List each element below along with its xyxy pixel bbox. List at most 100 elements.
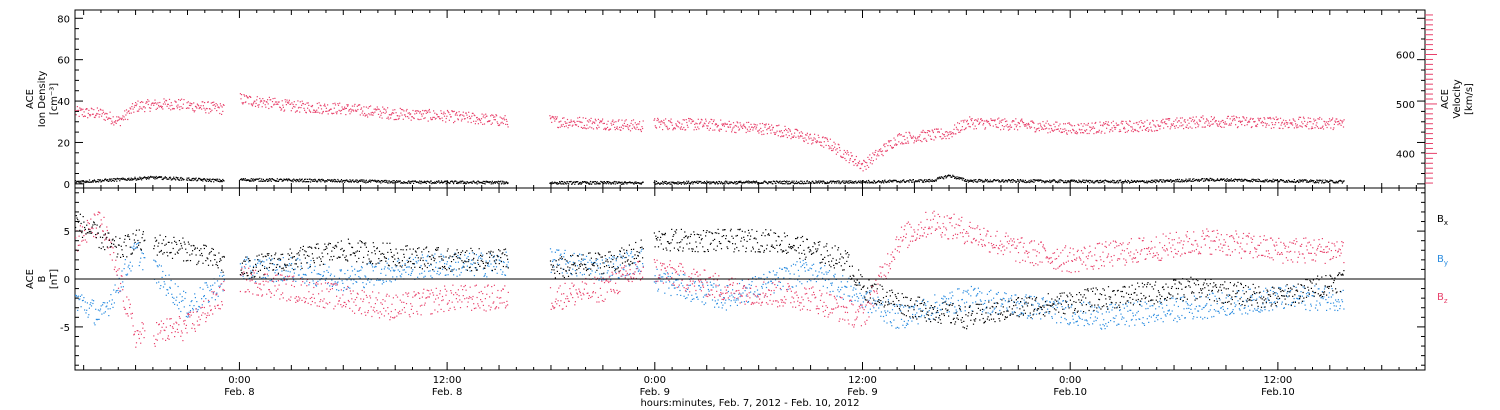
velocity-point bbox=[596, 127, 598, 129]
by-point bbox=[775, 274, 777, 276]
density-point bbox=[640, 182, 642, 184]
density-point bbox=[580, 181, 582, 183]
by-point bbox=[605, 258, 607, 260]
velocity-point bbox=[405, 116, 407, 118]
by-point bbox=[264, 277, 266, 279]
density-point bbox=[1183, 181, 1185, 183]
velocity-point bbox=[1239, 120, 1241, 122]
by-point bbox=[811, 264, 813, 266]
velocity-point bbox=[784, 125, 786, 127]
velocity-point bbox=[200, 105, 202, 107]
velocity-point bbox=[273, 104, 275, 106]
velocity-point bbox=[746, 128, 748, 130]
density-point bbox=[1119, 180, 1121, 182]
by-point bbox=[354, 274, 356, 276]
velocity-point bbox=[290, 110, 292, 112]
velocity-point bbox=[265, 106, 267, 108]
velocity-point bbox=[960, 120, 962, 122]
density-point bbox=[709, 183, 711, 185]
density-point bbox=[750, 182, 752, 184]
by-point bbox=[489, 260, 491, 262]
by-point bbox=[834, 273, 836, 275]
velocity-point bbox=[605, 128, 607, 130]
by-point bbox=[860, 303, 862, 305]
density-point bbox=[1017, 179, 1019, 181]
density-point bbox=[1335, 182, 1337, 184]
velocity-point bbox=[216, 110, 218, 112]
density-point bbox=[218, 180, 220, 182]
density-point bbox=[1169, 180, 1171, 182]
density-point bbox=[927, 179, 930, 181]
density-point bbox=[251, 179, 254, 181]
velocity-point bbox=[733, 126, 735, 128]
velocity-point bbox=[978, 122, 980, 124]
by-point bbox=[559, 254, 561, 256]
density-point bbox=[507, 182, 509, 184]
density-point bbox=[281, 180, 283, 182]
density-point bbox=[1130, 181, 1132, 183]
by-point bbox=[609, 275, 611, 277]
velocity-point bbox=[1178, 120, 1180, 122]
velocity-point bbox=[1258, 119, 1260, 121]
velocity-point bbox=[815, 142, 818, 144]
by-point bbox=[182, 299, 184, 302]
density-point bbox=[699, 181, 701, 183]
by-point bbox=[845, 286, 847, 288]
velocity-point bbox=[456, 111, 458, 114]
velocity-point bbox=[758, 132, 760, 134]
velocity-point bbox=[633, 126, 635, 128]
velocity-point bbox=[897, 134, 899, 136]
velocity-point bbox=[442, 113, 444, 115]
by-point bbox=[211, 297, 213, 299]
density-point bbox=[753, 182, 755, 184]
velocity-point bbox=[1101, 130, 1103, 132]
by-point bbox=[628, 255, 630, 257]
velocity-point bbox=[947, 132, 949, 134]
density-point bbox=[1270, 180, 1272, 182]
velocity-point bbox=[336, 111, 338, 113]
density-point bbox=[864, 181, 866, 183]
by-point bbox=[372, 266, 374, 268]
density-point bbox=[114, 178, 116, 180]
by-point bbox=[268, 270, 270, 272]
density-point bbox=[1306, 180, 1308, 182]
density-point bbox=[974, 180, 976, 183]
density-point bbox=[1189, 178, 1191, 180]
velocity-point bbox=[1027, 122, 1030, 124]
by-point bbox=[318, 273, 320, 275]
velocity-point bbox=[205, 112, 207, 114]
density-point bbox=[672, 181, 674, 183]
density-point bbox=[901, 181, 903, 183]
density-point bbox=[310, 181, 312, 183]
velocity-point bbox=[443, 115, 446, 117]
density-point bbox=[916, 181, 918, 183]
velocity-point bbox=[671, 122, 673, 124]
density-point bbox=[843, 182, 845, 184]
velocity-point bbox=[1254, 120, 1256, 123]
by-point bbox=[112, 306, 114, 308]
velocity-point bbox=[427, 111, 429, 114]
velocity-point bbox=[767, 127, 769, 130]
velocity-point bbox=[1336, 118, 1338, 120]
density-point bbox=[1198, 180, 1200, 182]
by-point bbox=[707, 284, 709, 286]
by-point bbox=[466, 257, 468, 259]
velocity-point bbox=[736, 121, 738, 123]
velocity-point bbox=[854, 158, 856, 161]
velocity-point bbox=[792, 136, 794, 138]
by-point bbox=[428, 265, 430, 267]
velocity-point bbox=[115, 122, 117, 124]
velocity-point bbox=[861, 162, 864, 165]
density-point bbox=[771, 181, 773, 183]
density-point bbox=[764, 180, 766, 182]
by-point bbox=[762, 283, 764, 285]
by-point bbox=[432, 255, 435, 257]
by-point bbox=[429, 270, 431, 272]
by-point bbox=[480, 257, 482, 259]
by-point bbox=[423, 276, 425, 278]
velocity-point bbox=[347, 105, 349, 107]
velocity-point bbox=[657, 119, 659, 121]
velocity-point bbox=[320, 105, 322, 107]
density-point bbox=[635, 181, 637, 183]
density-point bbox=[970, 180, 972, 182]
